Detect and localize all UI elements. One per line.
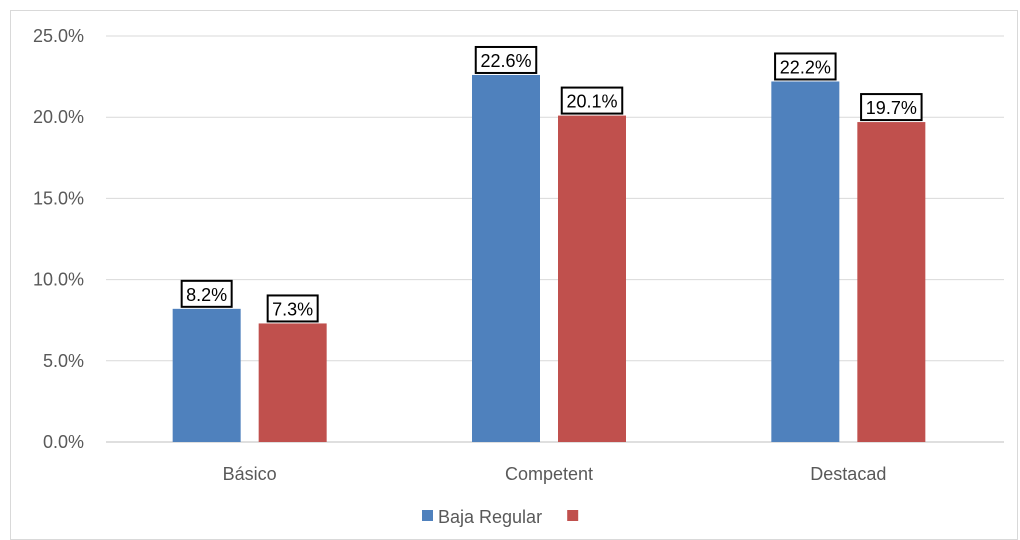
bar-series1 [771, 81, 840, 443]
y-tick-label: 5.0% [43, 351, 84, 371]
y-tick-label: 15.0% [33, 188, 84, 208]
y-tick-label: 10.0% [33, 270, 84, 290]
legend-swatch [567, 510, 579, 521]
legend-label: Baja Regular [438, 507, 542, 527]
data-label-box [560, 86, 624, 115]
data-label-box [474, 45, 538, 74]
data-label-box [266, 294, 319, 323]
category-label: Destacad [810, 464, 886, 484]
y-tick-label: 20.0% [33, 107, 84, 127]
bar-series2 [857, 122, 926, 443]
data-label: 7.3% [272, 299, 313, 319]
data-label-box [180, 279, 233, 308]
data-label: 22.2% [780, 57, 831, 77]
data-label-box [860, 93, 923, 122]
data-label-box [774, 52, 837, 81]
y-tick-label: 25.0% [33, 26, 84, 46]
bar-series1 [172, 308, 241, 442]
data-label: 22.6% [480, 51, 531, 71]
data-label: 8.2% [186, 285, 227, 305]
bar-series2 [558, 115, 626, 443]
category-label: Básico [223, 464, 277, 484]
bar-series2 [258, 323, 327, 442]
bar-series1 [472, 74, 540, 442]
legend-swatch [422, 510, 433, 521]
category-label: Competent [505, 464, 593, 484]
data-label: 20.1% [566, 92, 617, 112]
y-tick-label: 0.0% [43, 432, 84, 452]
data-label: 19.7% [866, 98, 917, 118]
